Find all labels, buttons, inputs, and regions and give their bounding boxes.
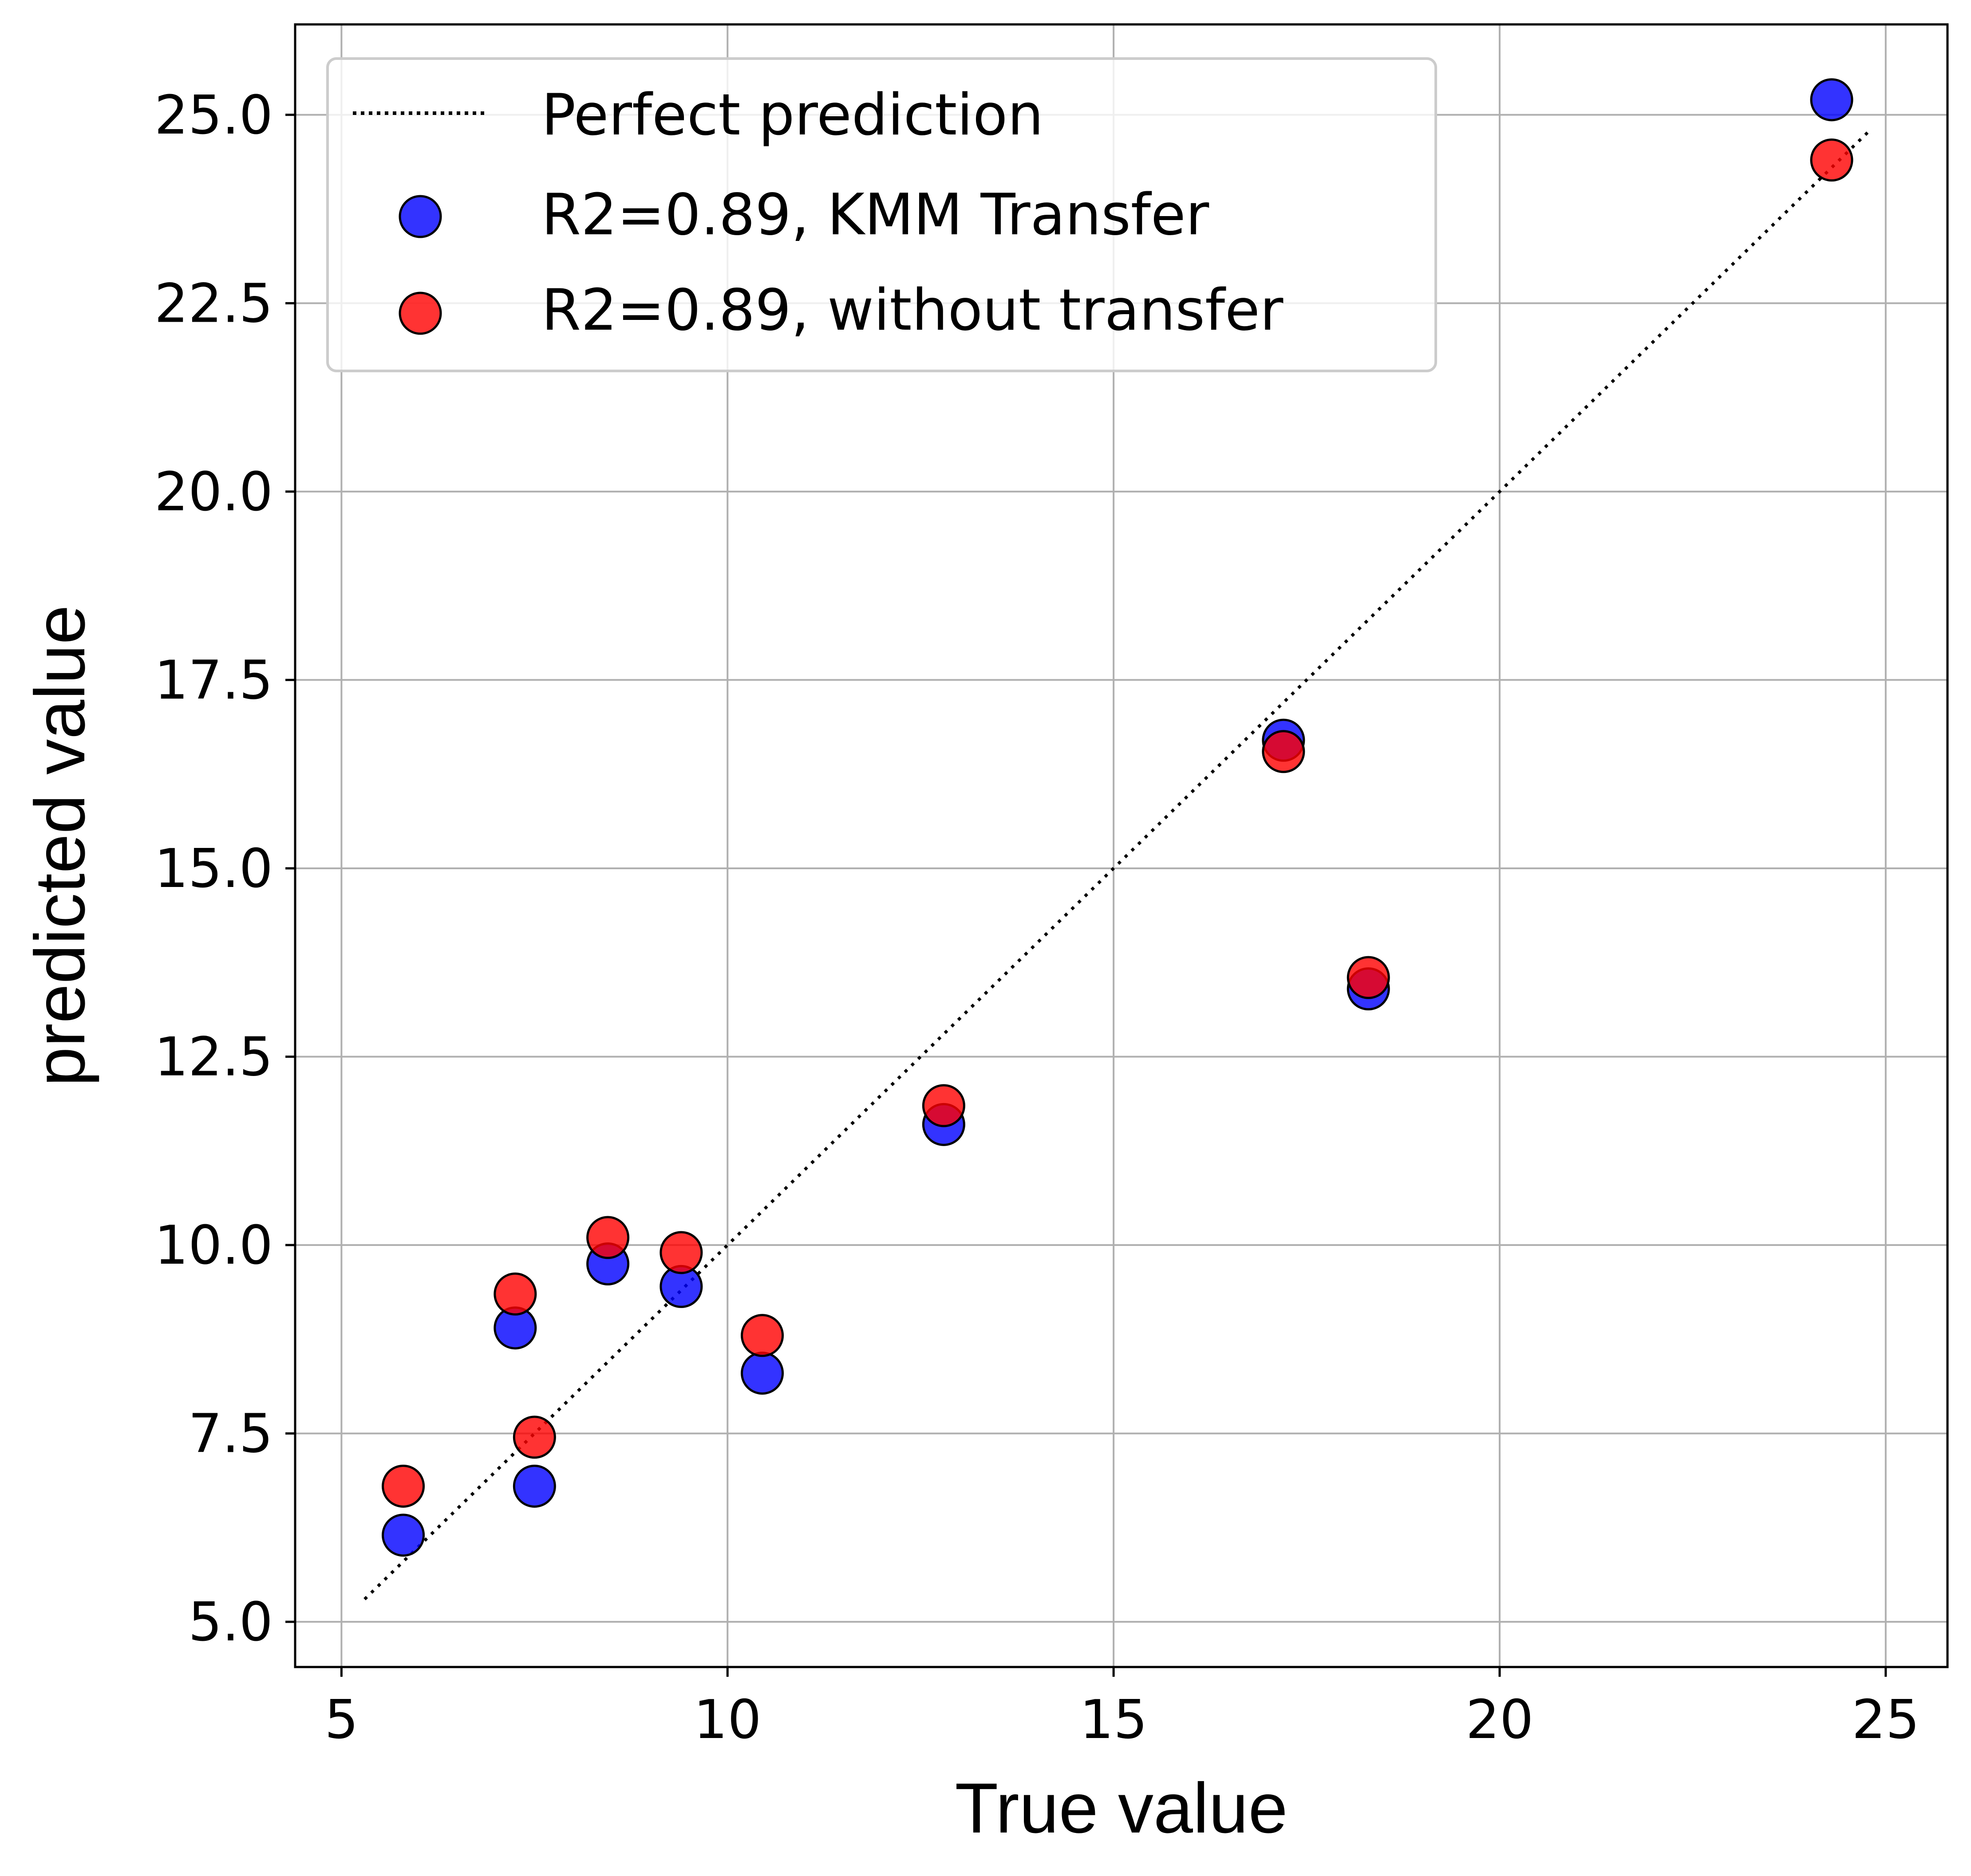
legend: Perfect prediction R2=0.89, KMM Transfer… xyxy=(326,57,1437,372)
legend-label-kmm-transfer: R2=0.89, KMM Transfer xyxy=(541,182,1209,248)
y-tick-label: 25.0 xyxy=(154,85,273,146)
point-without-transfer xyxy=(1347,956,1390,999)
y-tick-label: 10.0 xyxy=(154,1215,273,1277)
x-tick-label: 15 xyxy=(1080,1689,1148,1751)
point-without-transfer xyxy=(660,1231,703,1274)
point-kmm-transfer xyxy=(1810,78,1853,122)
point-kmm-transfer xyxy=(513,1464,556,1508)
data-points xyxy=(382,78,1853,1557)
x-tick-label: 10 xyxy=(694,1689,762,1751)
x-tick-label: 5 xyxy=(324,1689,358,1751)
point-without-transfer xyxy=(513,1415,556,1459)
legend-without-transfer-swatch xyxy=(399,292,442,335)
perfect-prediction-line xyxy=(363,129,1872,1600)
point-kmm-transfer xyxy=(741,1352,784,1395)
point-without-transfer xyxy=(741,1314,784,1357)
x-tick-label: 25 xyxy=(1852,1689,1920,1751)
y-tick-label: 17.5 xyxy=(154,650,273,711)
point-without-transfer xyxy=(1262,730,1305,773)
y-axis-title: predicted value xyxy=(20,605,99,1086)
y-tick-label: 12.5 xyxy=(154,1026,273,1088)
point-without-transfer xyxy=(586,1216,630,1259)
plot-frame xyxy=(294,23,1949,1668)
x-tick-label: 20 xyxy=(1466,1689,1534,1751)
legend-label-perfect-prediction: Perfect prediction xyxy=(541,82,1043,148)
y-tick-label: 5.0 xyxy=(188,1592,273,1653)
y-tick-label: 15.0 xyxy=(154,838,273,900)
y-tick-label: 20.0 xyxy=(154,461,273,523)
x-axis-title: True value xyxy=(955,1768,1288,1848)
legend-box xyxy=(326,57,1437,372)
point-without-transfer xyxy=(382,1464,425,1508)
y-tick-label: 22.5 xyxy=(154,273,273,335)
point-without-transfer xyxy=(1810,138,1853,182)
point-without-transfer xyxy=(922,1084,965,1127)
legend-label-without-transfer: R2=0.89, without transfer xyxy=(541,277,1284,343)
point-without-transfer xyxy=(494,1272,537,1316)
y-tick-label: 7.5 xyxy=(188,1403,273,1465)
reference-line-group xyxy=(363,129,1872,1600)
legend-kmm-transfer-swatch xyxy=(399,195,442,238)
axis-ticks: 5 10 15 20 25 5.0 7.5 10.0 12.5 15.0 17.5 20.0 22.5 2… xyxy=(154,85,1920,1751)
point-kmm-transfer xyxy=(382,1513,425,1557)
